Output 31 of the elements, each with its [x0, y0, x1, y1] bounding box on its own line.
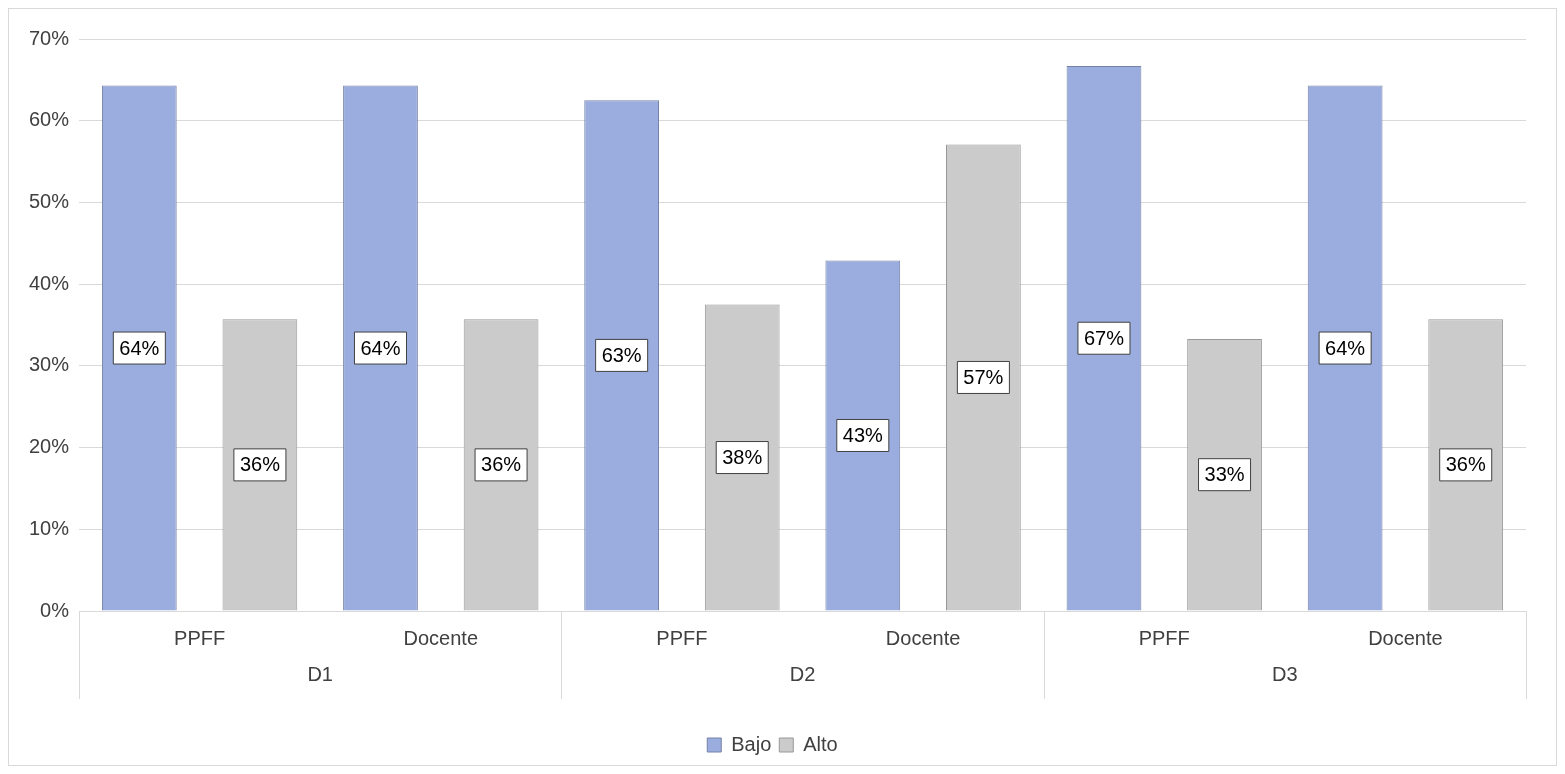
data-label: 64%	[1325, 336, 1366, 359]
data-label: 33%	[1204, 463, 1245, 486]
data-label: 64%	[119, 336, 160, 359]
y-tick-label: 30%	[29, 353, 70, 376]
data-label: 36%	[1445, 453, 1486, 476]
x-tick-label: PPFF	[656, 626, 708, 649]
x-tick-label: PPFF	[174, 626, 226, 649]
x-tick-label: PPFF	[1138, 626, 1190, 649]
y-tick-label: 70%	[29, 26, 70, 49]
y-tick-label: 60%	[29, 108, 70, 131]
legend-label: Alto	[803, 732, 838, 755]
text: D1	[307, 662, 333, 685]
data-label: 43%	[842, 423, 884, 446]
data-label: 38%	[722, 446, 763, 469]
x-tick-label: Docente	[885, 626, 961, 649]
data-label: 36%	[239, 453, 281, 476]
y-tick-label: 40%	[29, 271, 70, 294]
data-label: 67%	[1083, 326, 1125, 349]
legend-label: Bajo	[731, 732, 772, 755]
x-tick-label: Docente	[403, 626, 479, 649]
y-tick-label: 10%	[29, 516, 70, 539]
data-label: 36%	[481, 453, 522, 476]
data-label: 57%	[963, 365, 1004, 388]
text: D3	[1272, 662, 1298, 685]
x-tick-label: Docente	[1368, 626, 1443, 649]
y-tick-label: 0%	[40, 598, 70, 621]
data-label: 64%	[360, 336, 401, 359]
y-tick-label: 50%	[29, 189, 70, 212]
text: D2	[789, 662, 816, 685]
y-tick-label: 20%	[29, 435, 70, 458]
data-label: 63%	[601, 343, 642, 366]
